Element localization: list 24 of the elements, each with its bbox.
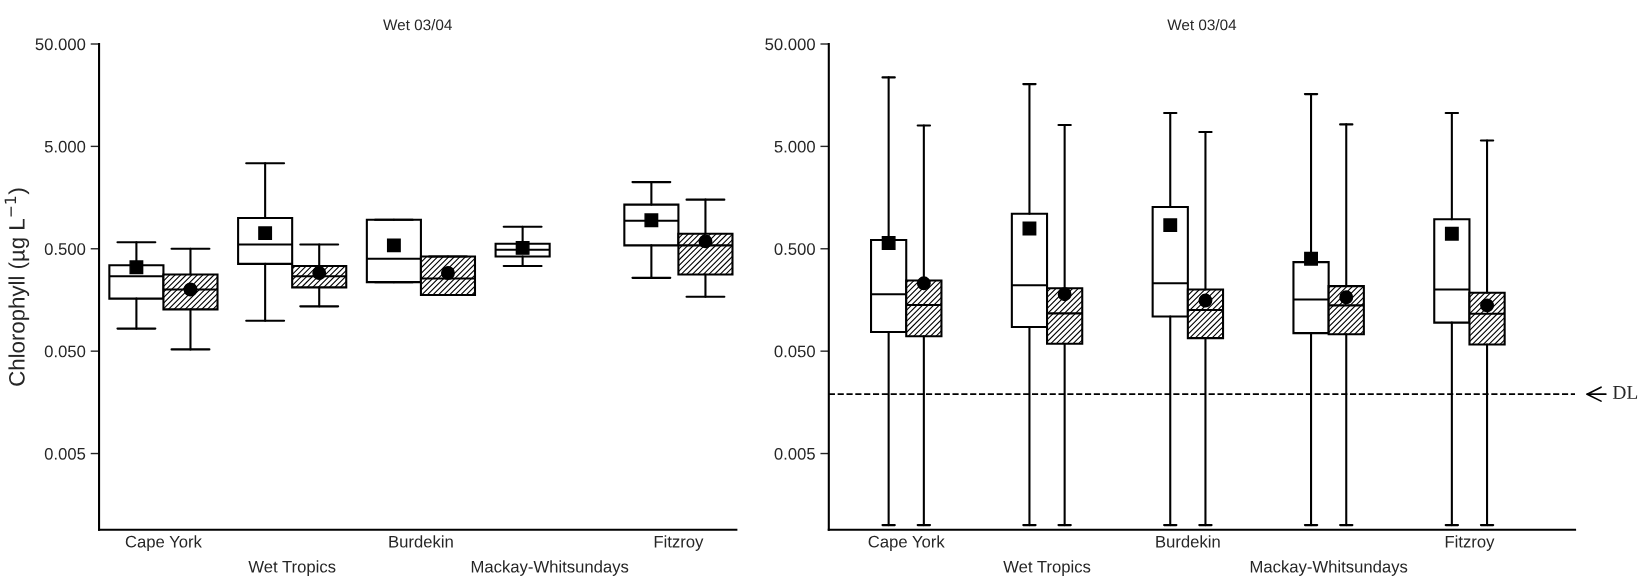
- x-tick-label: Mackay-Whitsundays: [471, 560, 629, 576]
- y-tick-label: 5.000: [774, 140, 815, 153]
- chart-title: Wet 03/04: [383, 19, 452, 31]
- x-tick-label: Wet Tropics: [1003, 560, 1091, 576]
- x-tick-label: Fitzroy: [1445, 535, 1495, 551]
- x-tick-label: Mackay-Whitsundays: [1250, 560, 1408, 576]
- y-axis-title: Chlorophyll (µg L$^{−1}$): [4, 188, 30, 386]
- y-tick-label: 0.005: [774, 447, 815, 460]
- ref-line-label: DL: [1612, 386, 1638, 399]
- y-tick-label: 0.005: [44, 447, 86, 460]
- x-tick-label: Burdekin: [389, 535, 453, 548]
- y-tick-label: 50.000: [35, 38, 86, 51]
- chart-title: Wet 03/04: [1167, 19, 1237, 31]
- x-tick-label: Burdekin: [1156, 535, 1220, 548]
- y-tick-label: 0.050: [774, 345, 815, 358]
- x-tick-label: Cape York: [868, 535, 945, 551]
- x-tick-label: Wet Tropics: [248, 560, 336, 576]
- y-tick-label: 5.000: [44, 140, 86, 153]
- y-tick-label: 0.500: [44, 243, 86, 255]
- y-tick-label: 0.050: [44, 345, 86, 358]
- x-tick-label: Fitzroy: [654, 535, 704, 551]
- y-tick-label: 50.000: [765, 38, 815, 51]
- x-tick-label: Cape York: [125, 535, 202, 551]
- y-tick-label: 0.500: [774, 243, 815, 255]
